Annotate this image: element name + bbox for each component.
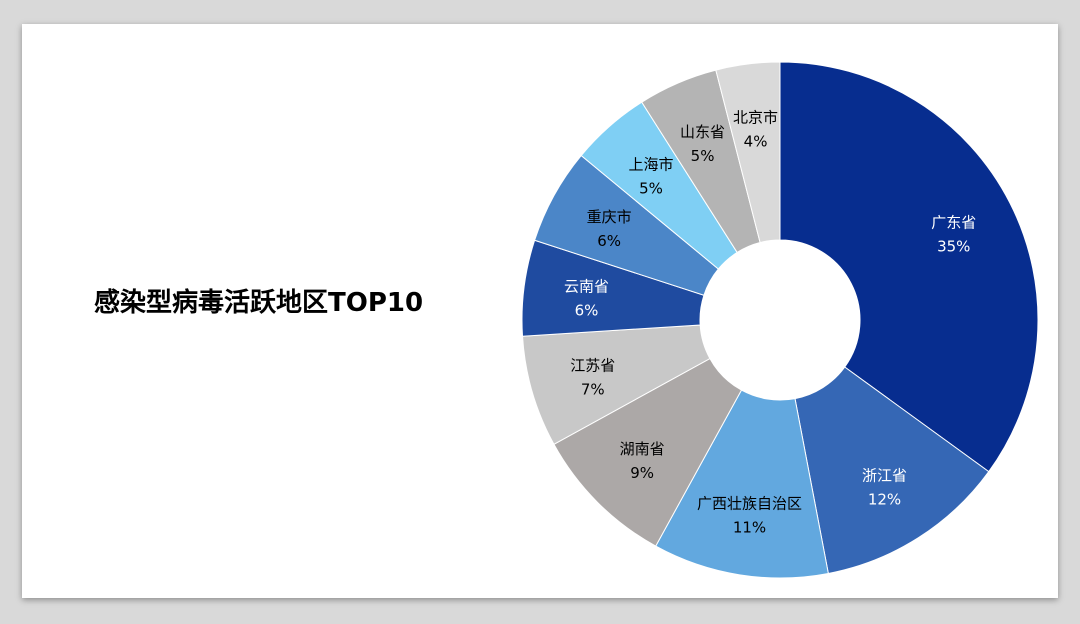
slice-value-label: 7% bbox=[581, 380, 605, 398]
slice-value-label: 5% bbox=[691, 147, 715, 165]
slice-3 bbox=[655, 389, 829, 579]
slice-category-label: 广东省 bbox=[931, 213, 976, 231]
slice-value-label: 12% bbox=[868, 491, 901, 509]
slice-value-label: 9% bbox=[630, 464, 654, 482]
slice-value-label: 35% bbox=[937, 237, 970, 255]
donut-labels: 广东省 35% 浙江省 12% 广西壮族自治区 11% 湖南省 9% 江苏省 7% 云南省 6% 重庆市… bbox=[564, 109, 976, 537]
slice-value-label: 6% bbox=[575, 302, 599, 320]
slice-value-label: 6% bbox=[597, 232, 621, 250]
slice-value-label: 11% bbox=[733, 519, 766, 537]
slice-category-label: 重庆市 bbox=[587, 208, 632, 226]
slice-2 bbox=[794, 366, 990, 575]
slice-10 bbox=[715, 61, 781, 244]
slice-category-label: 山东省 bbox=[680, 123, 725, 141]
donut-slices bbox=[521, 61, 1039, 579]
slice-category-label: 江苏省 bbox=[570, 356, 615, 374]
slice-category-label: 广西壮族自治区 bbox=[697, 495, 802, 513]
slice-category-label: 浙江省 bbox=[862, 467, 907, 485]
slice-category-label: 湖南省 bbox=[620, 440, 665, 458]
slice-value-label: 5% bbox=[639, 180, 663, 198]
slice-category-label: 上海市 bbox=[629, 156, 674, 174]
slice-category-label: 北京市 bbox=[733, 109, 778, 127]
chart-title: 感染型病毒活跃地区TOP10 bbox=[94, 288, 424, 318]
slice-category-label: 云南省 bbox=[564, 278, 609, 296]
slice-1 bbox=[779, 61, 1039, 473]
slice-value-label: 4% bbox=[744, 133, 768, 151]
